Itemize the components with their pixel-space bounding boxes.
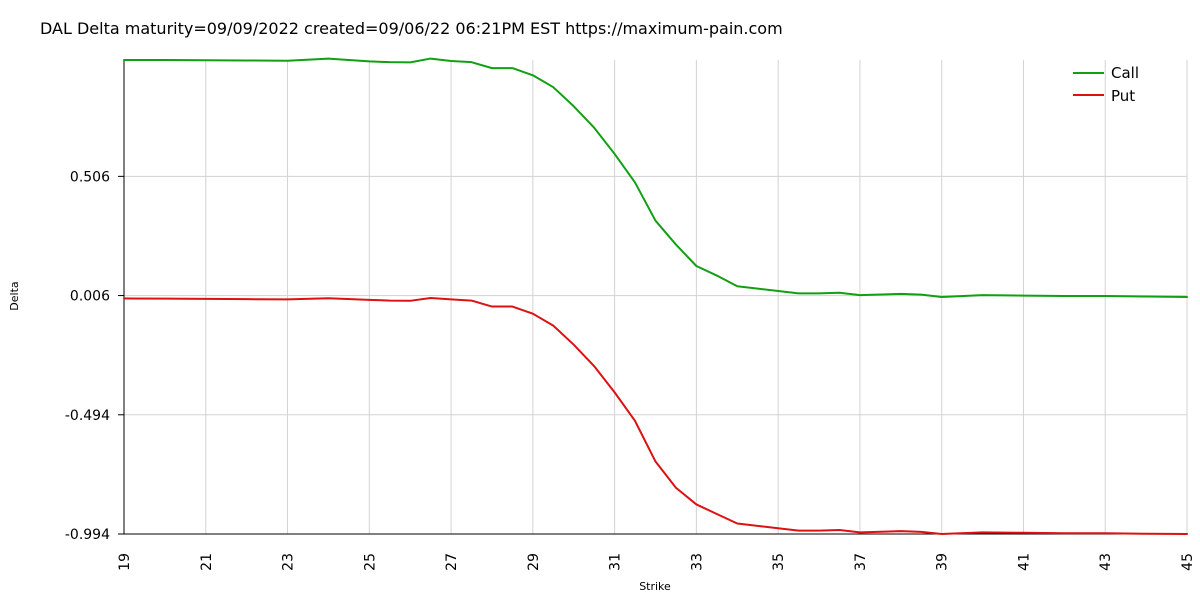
put-series-line [123,296,1188,535]
x-tick-label: 45 [1180,553,1196,571]
x-tick-label: 31 [608,553,624,571]
y-axis-label: Delta [8,281,21,310]
x-tick-label: 27 [444,553,460,571]
x-tick-label: 23 [281,553,297,571]
legend: Call Put [1073,64,1139,105]
chart-title: DAL Delta maturity=09/09/2022 created=09… [40,19,783,38]
y-tick-label: -0.994 [65,527,110,543]
call-series-line [123,57,1188,298]
x-tick-label: 29 [526,553,542,571]
y-tick-label: 0.506 [70,169,110,185]
x-tick-label: 43 [1098,553,1114,571]
x-tick-label: 41 [1016,553,1032,571]
x-tick-label: 25 [362,553,378,571]
x-tick-label: 39 [935,553,951,571]
legend-put-label: Put [1111,87,1135,105]
x-tick-label: 37 [853,553,869,571]
series-lines [123,57,1188,535]
x-tick-label: 35 [771,553,787,571]
legend-call-label: Call [1111,64,1139,82]
tick-labels: 19 21 23 25 27 29 31 33 35 37 39 41 43 45 0.506 0.006 -0… [65,169,1196,570]
x-tick-label: 33 [689,553,705,571]
x-axis-label: Strike [639,580,671,593]
axes [118,60,1187,535]
y-tick-label: -0.494 [65,408,110,424]
y-tick-label: 0.006 [70,289,110,305]
x-tick-label: 19 [117,553,133,571]
x-tick-label: 21 [199,553,215,571]
